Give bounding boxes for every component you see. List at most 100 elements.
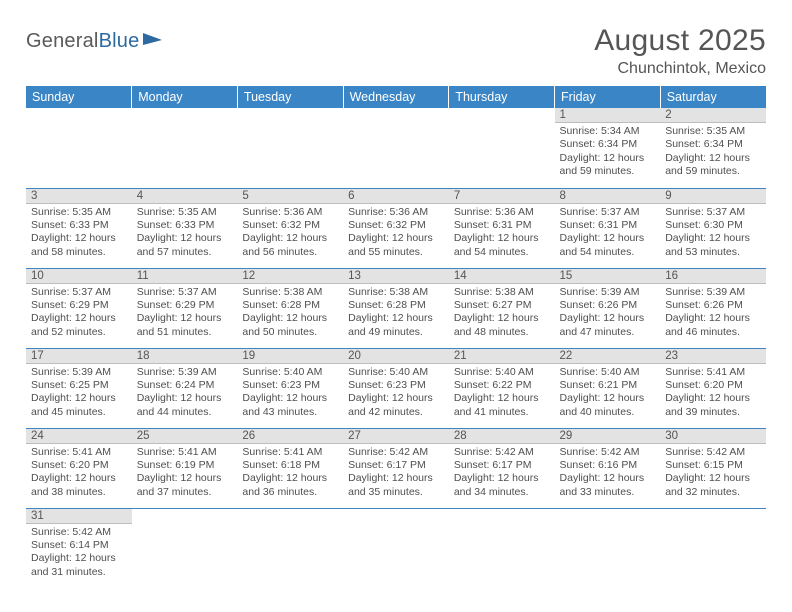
sunrise-text: Sunrise: 5:42 AM <box>560 446 656 459</box>
calendar-cell <box>237 508 343 588</box>
calendar-cell: 6Sunrise: 5:36 AMSunset: 6:32 PMDaylight… <box>343 188 449 268</box>
day-details: Sunrise: 5:40 AMSunset: 6:22 PMDaylight:… <box>449 364 555 423</box>
header: GeneralBlue August 2025 Chunchintok, Mex… <box>26 24 766 78</box>
calendar-cell: 12Sunrise: 5:38 AMSunset: 6:28 PMDayligh… <box>237 268 343 348</box>
day-number: 25 <box>132 429 238 444</box>
sunset-text: Sunset: 6:14 PM <box>31 539 127 552</box>
day-header: Saturday <box>660 86 766 108</box>
calendar-cell: 16 Sunrise: 5:39 AMSunset: 6:26 PMDayligh… <box>660 268 766 348</box>
sunset-text: Sunset: 6:32 PM <box>348 219 444 232</box>
sunrise-text: Sunrise: 5:39 AM <box>665 286 761 299</box>
daylight-text: Daylight: 12 hours and 44 minutes. <box>137 392 233 419</box>
sunset-text: Sunset: 6:34 PM <box>560 138 656 151</box>
day-details: Sunrise: 5:38 AMSunset: 6:27 PMDaylight:… <box>449 284 555 343</box>
calendar-cell <box>132 108 238 188</box>
calendar-cell: 25Sunrise: 5:41 AMSunset: 6:19 PMDayligh… <box>132 428 238 508</box>
sunrise-text: Sunrise: 5:41 AM <box>242 446 338 459</box>
calendar-row: 24Sunrise: 5:41 AMSunset: 6:20 PMDayligh… <box>26 428 766 508</box>
sunrise-text: Sunrise: 5:35 AM <box>137 206 233 219</box>
day-details: Sunrise: 5:37 AMSunset: 6:29 PMDaylight:… <box>26 284 132 343</box>
calendar-cell: 11Sunrise: 5:37 AMSunset: 6:29 PMDayligh… <box>132 268 238 348</box>
sunset-text: Sunset: 6:29 PM <box>137 299 233 312</box>
day-header: Tuesday <box>237 86 343 108</box>
sunrise-text: Sunrise: 5:42 AM <box>348 446 444 459</box>
day-number: 7 <box>449 189 555 204</box>
sunset-text: Sunset: 6:27 PM <box>454 299 550 312</box>
flag-icon <box>142 31 164 52</box>
sunset-text: Sunset: 6:24 PM <box>137 379 233 392</box>
sunrise-text: Sunrise: 5:38 AM <box>454 286 550 299</box>
day-number: 11 <box>132 269 238 284</box>
day-details: Sunrise: 5:34 AMSunset: 6:34 PMDaylight:… <box>555 123 661 182</box>
day-details: Sunrise: 5:41 AMSunset: 6:20 PMDaylight:… <box>26 444 132 503</box>
day-number: 16 <box>660 269 766 284</box>
day-details: Sunrise: 5:42 AMSunset: 6:16 PMDaylight:… <box>555 444 661 503</box>
daylight-text: Daylight: 12 hours and 49 minutes. <box>348 312 444 339</box>
calendar-cell <box>132 508 238 588</box>
calendar-row: 1Sunrise: 5:34 AMSunset: 6:34 PMDaylight… <box>26 108 766 188</box>
daylight-text: Daylight: 12 hours and 35 minutes. <box>348 472 444 499</box>
daylight-text: Daylight: 12 hours and 39 minutes. <box>665 392 761 419</box>
day-details: Sunrise: 5:36 AMSunset: 6:32 PMDaylight:… <box>237 204 343 263</box>
day-number: 24 <box>26 429 132 444</box>
day-number: 19 <box>237 349 343 364</box>
calendar-body: 1Sunrise: 5:34 AMSunset: 6:34 PMDaylight… <box>26 108 766 588</box>
daylight-text: Daylight: 12 hours and 37 minutes. <box>137 472 233 499</box>
daylight-text: Daylight: 12 hours and 32 minutes. <box>665 472 761 499</box>
calendar-cell: 3Sunrise: 5:35 AMSunset: 6:33 PMDaylight… <box>26 188 132 268</box>
daylight-text: Daylight: 12 hours and 34 minutes. <box>454 472 550 499</box>
calendar-cell: 17Sunrise: 5:39 AMSunset: 6:25 PMDayligh… <box>26 348 132 428</box>
sunrise-text: Sunrise: 5:40 AM <box>454 366 550 379</box>
title-block: August 2025 Chunchintok, Mexico <box>594 24 766 78</box>
day-number: 27 <box>343 429 449 444</box>
sunrise-text: Sunrise: 5:37 AM <box>560 206 656 219</box>
daylight-text: Daylight: 12 hours and 36 minutes. <box>242 472 338 499</box>
sunset-text: Sunset: 6:30 PM <box>665 219 761 232</box>
day-details: Sunrise: 5:38 AMSunset: 6:28 PMDaylight:… <box>237 284 343 343</box>
day-details: Sunrise: 5:37 AMSunset: 6:30 PMDaylight:… <box>660 204 766 263</box>
day-number: 6 <box>343 189 449 204</box>
day-details: Sunrise: 5:36 AMSunset: 6:32 PMDaylight:… <box>343 204 449 263</box>
sunrise-text: Sunrise: 5:40 AM <box>242 366 338 379</box>
sunrise-text: Sunrise: 5:38 AM <box>348 286 444 299</box>
day-details: Sunrise: 5:35 AMSunset: 6:33 PMDaylight:… <box>26 204 132 263</box>
sunset-text: Sunset: 6:26 PM <box>665 299 761 312</box>
sunrise-text: Sunrise: 5:34 AM <box>560 125 656 138</box>
daylight-text: Daylight: 12 hours and 46 minutes. <box>665 312 761 339</box>
day-number: 21 <box>449 349 555 364</box>
calendar-cell: 29Sunrise: 5:42 AMSunset: 6:16 PMDayligh… <box>555 428 661 508</box>
day-details: Sunrise: 5:42 AMSunset: 6:17 PMDaylight:… <box>449 444 555 503</box>
day-details: Sunrise: 5:35 AMSunset: 6:34 PMDaylight:… <box>660 123 766 182</box>
daylight-text: Daylight: 12 hours and 54 minutes. <box>454 232 550 259</box>
day-number: 2 <box>660 108 766 123</box>
sunset-text: Sunset: 6:23 PM <box>348 379 444 392</box>
calendar-cell: 22Sunrise: 5:40 AMSunset: 6:21 PMDayligh… <box>555 348 661 428</box>
calendar-cell: 4Sunrise: 5:35 AMSunset: 6:33 PMDaylight… <box>132 188 238 268</box>
day-details: Sunrise: 5:36 AMSunset: 6:31 PMDaylight:… <box>449 204 555 263</box>
sunrise-text: Sunrise: 5:38 AM <box>242 286 338 299</box>
sunrise-text: Sunrise: 5:41 AM <box>665 366 761 379</box>
day-details: Sunrise: 5:42 AMSunset: 6:14 PMDaylight:… <box>26 524 132 583</box>
calendar-cell: 1Sunrise: 5:34 AMSunset: 6:34 PMDaylight… <box>555 108 661 188</box>
day-header: Monday <box>132 86 238 108</box>
sunrise-text: Sunrise: 5:39 AM <box>560 286 656 299</box>
sunset-text: Sunset: 6:20 PM <box>31 459 127 472</box>
calendar-cell: 24Sunrise: 5:41 AMSunset: 6:20 PMDayligh… <box>26 428 132 508</box>
daylight-text: Daylight: 12 hours and 59 minutes. <box>560 152 656 179</box>
sunset-text: Sunset: 6:34 PM <box>665 138 761 151</box>
calendar-cell: 9Sunrise: 5:37 AMSunset: 6:30 PMDaylight… <box>660 188 766 268</box>
daylight-text: Daylight: 12 hours and 45 minutes. <box>31 392 127 419</box>
calendar-row: 10Sunrise: 5:37 AMSunset: 6:29 PMDayligh… <box>26 268 766 348</box>
sunrise-text: Sunrise: 5:37 AM <box>137 286 233 299</box>
day-number: 1 <box>555 108 661 123</box>
day-details: Sunrise: 5:37 AMSunset: 6:31 PMDaylight:… <box>555 204 661 263</box>
sunset-text: Sunset: 6:25 PM <box>31 379 127 392</box>
sunrise-text: Sunrise: 5:36 AM <box>242 206 338 219</box>
sunrise-text: Sunrise: 5:42 AM <box>31 526 127 539</box>
sunrise-text: Sunrise: 5:36 AM <box>454 206 550 219</box>
day-details: Sunrise: 5:35 AMSunset: 6:33 PMDaylight:… <box>132 204 238 263</box>
sunrise-text: Sunrise: 5:39 AM <box>31 366 127 379</box>
calendar-cell: 13Sunrise: 5:38 AMSunset: 6:28 PMDayligh… <box>343 268 449 348</box>
daylight-text: Daylight: 12 hours and 47 minutes. <box>560 312 656 339</box>
day-number: 3 <box>26 189 132 204</box>
